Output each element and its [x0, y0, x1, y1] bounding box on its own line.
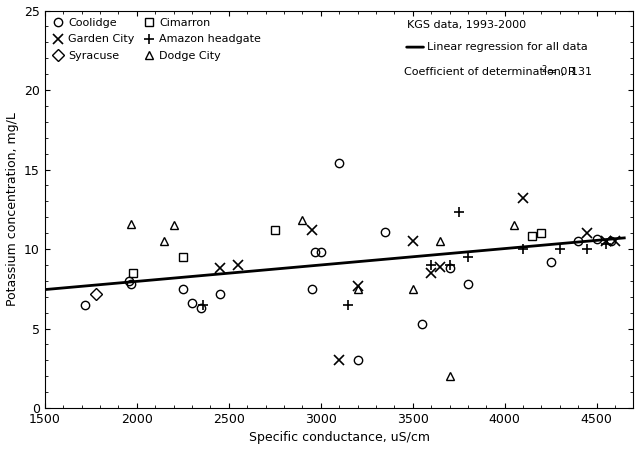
- Text: Linear regression for all data: Linear regression for all data: [427, 42, 588, 52]
- Text: 2: 2: [541, 65, 546, 74]
- X-axis label: Specific conductance, uS/cm: Specific conductance, uS/cm: [249, 432, 429, 445]
- Text: KGS data, 1993-2000: KGS data, 1993-2000: [407, 21, 526, 31]
- Text: Coefficient of determination, R: Coefficient of determination, R: [404, 67, 576, 77]
- Text: = 0.131: = 0.131: [544, 67, 592, 77]
- Legend: Coolidge, Garden City, Syracuse, Cimarron, Amazon headgate, Dodge City: Coolidge, Garden City, Syracuse, Cimarro…: [48, 14, 265, 65]
- Y-axis label: Potassium concentration, mg/L: Potassium concentration, mg/L: [6, 112, 19, 306]
